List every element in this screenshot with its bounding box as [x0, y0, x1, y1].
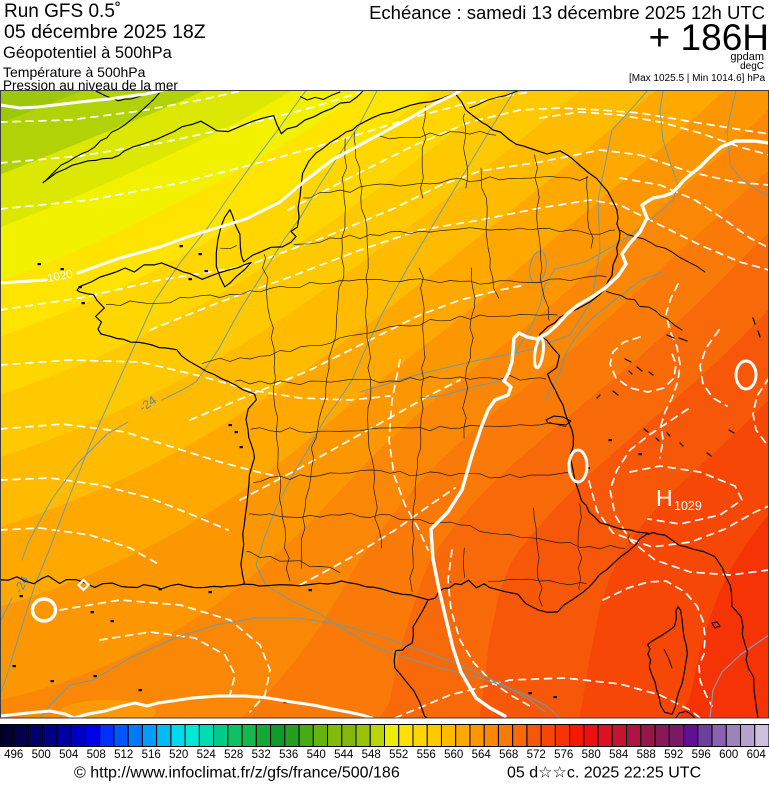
svg-text:1029: 1029 [674, 499, 702, 513]
svg-text:596: 596 [692, 749, 711, 761]
svg-text:© http://www.infoclimat.fr/z/g: © http://www.infoclimat.fr/z/gfs/france/… [74, 765, 400, 782]
svg-text:572: 572 [527, 749, 546, 761]
svg-text:560: 560 [444, 749, 463, 761]
svg-text:548: 548 [362, 749, 381, 761]
svg-text:540: 540 [307, 749, 326, 761]
svg-text:512: 512 [114, 749, 133, 761]
svg-text:580: 580 [582, 749, 601, 761]
svg-text:584: 584 [609, 749, 629, 761]
svg-text:556: 556 [417, 749, 436, 761]
svg-text:496: 496 [4, 749, 23, 761]
svg-text:564: 564 [472, 749, 492, 761]
svg-text:592: 592 [664, 749, 683, 761]
svg-text:536: 536 [279, 749, 298, 761]
svg-text:604: 604 [747, 749, 767, 761]
svg-text:600: 600 [719, 749, 738, 761]
svg-text:528: 528 [224, 749, 243, 761]
svg-text:576: 576 [554, 749, 573, 761]
svg-text:H: H [656, 485, 673, 511]
svg-text:504: 504 [59, 749, 79, 761]
svg-text:588: 588 [637, 749, 656, 761]
svg-text:524: 524 [197, 749, 217, 761]
svg-text:508: 508 [87, 749, 106, 761]
svg-text:516: 516 [142, 749, 161, 761]
svg-text:1020: 1020 [46, 269, 73, 285]
svg-text:520: 520 [169, 749, 188, 761]
svg-text:544: 544 [334, 749, 354, 761]
svg-text:05 d☆☆c. 2025 22:25 UTC: 05 d☆☆c. 2025 22:25 UTC [507, 765, 701, 782]
svg-text:500: 500 [32, 749, 51, 761]
svg-text:532: 532 [252, 749, 271, 761]
svg-text:552: 552 [389, 749, 408, 761]
svg-text:568: 568 [499, 749, 518, 761]
